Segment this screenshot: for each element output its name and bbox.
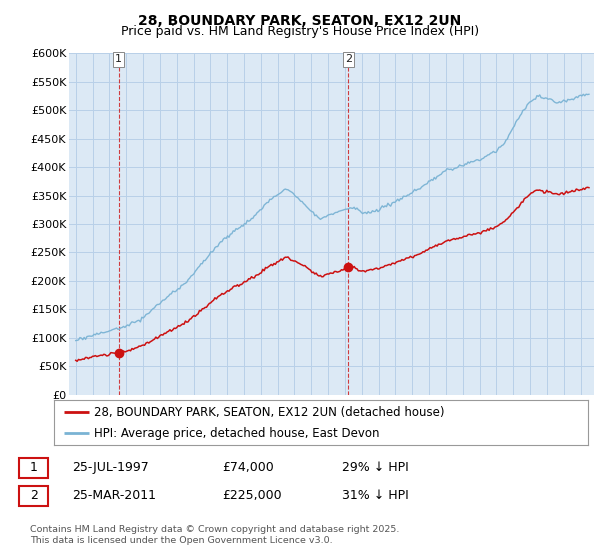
Text: 28, BOUNDARY PARK, SEATON, EX12 2UN: 28, BOUNDARY PARK, SEATON, EX12 2UN: [139, 14, 461, 28]
Text: 2: 2: [29, 489, 38, 502]
Text: 1: 1: [115, 54, 122, 64]
Text: 29% ↓ HPI: 29% ↓ HPI: [342, 461, 409, 474]
Text: 28, BOUNDARY PARK, SEATON, EX12 2UN (detached house): 28, BOUNDARY PARK, SEATON, EX12 2UN (det…: [94, 406, 445, 419]
Text: HPI: Average price, detached house, East Devon: HPI: Average price, detached house, East…: [94, 427, 380, 440]
Text: 1: 1: [29, 461, 38, 474]
Text: 25-MAR-2011: 25-MAR-2011: [72, 489, 156, 502]
Text: 25-JUL-1997: 25-JUL-1997: [72, 461, 149, 474]
Text: Contains HM Land Registry data © Crown copyright and database right 2025.
This d: Contains HM Land Registry data © Crown c…: [30, 525, 400, 545]
Text: 31% ↓ HPI: 31% ↓ HPI: [342, 489, 409, 502]
Text: £225,000: £225,000: [222, 489, 281, 502]
Text: £74,000: £74,000: [222, 461, 274, 474]
Text: 2: 2: [345, 54, 352, 64]
Text: Price paid vs. HM Land Registry's House Price Index (HPI): Price paid vs. HM Land Registry's House …: [121, 25, 479, 38]
